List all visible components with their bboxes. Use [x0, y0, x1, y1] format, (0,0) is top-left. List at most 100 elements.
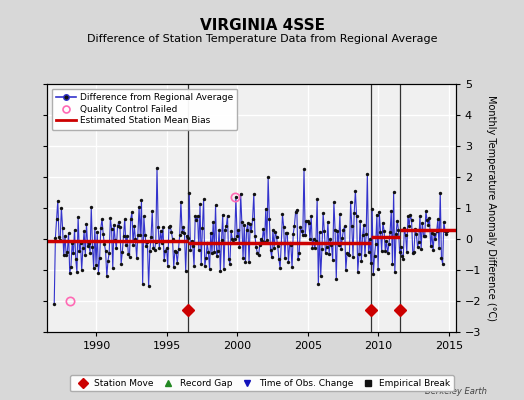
Point — [379, 220, 387, 226]
Point — [411, 226, 419, 232]
Text: VIRGINIA 4SSE: VIRGINIA 4SSE — [200, 18, 324, 33]
Point — [236, 190, 245, 197]
Point — [321, 250, 330, 256]
Point — [146, 248, 154, 254]
Point — [51, 235, 60, 241]
Point — [257, 236, 265, 242]
Point — [320, 228, 329, 234]
Point — [295, 250, 303, 256]
Point — [81, 252, 90, 258]
Point — [248, 216, 257, 222]
Point — [372, 240, 380, 247]
Point — [111, 237, 119, 243]
Point — [423, 217, 431, 224]
Point — [100, 241, 108, 248]
Y-axis label: Monthly Temperature Anomaly Difference (°C): Monthly Temperature Anomaly Difference (… — [486, 95, 496, 321]
Point — [134, 232, 142, 238]
Point — [324, 218, 332, 225]
Point — [328, 242, 336, 248]
Point — [393, 217, 401, 224]
Point — [334, 242, 343, 248]
Point — [350, 210, 358, 216]
Point — [286, 240, 294, 246]
Point — [258, 238, 266, 244]
Point — [347, 222, 356, 229]
Point — [349, 254, 357, 260]
Point — [435, 245, 443, 252]
Point — [271, 228, 279, 235]
Point — [50, 301, 58, 307]
Point — [238, 219, 246, 226]
Point — [136, 232, 145, 238]
Point — [268, 254, 276, 261]
Point — [55, 234, 63, 240]
Point — [343, 250, 351, 256]
Point — [79, 245, 87, 252]
Point — [119, 233, 128, 239]
Point — [231, 236, 239, 242]
Point — [355, 251, 363, 258]
Point — [290, 222, 299, 229]
Point — [358, 232, 367, 238]
Point — [233, 232, 241, 239]
Point — [299, 231, 307, 238]
Point — [196, 201, 204, 208]
Point — [64, 230, 73, 236]
Point — [285, 259, 293, 265]
Point — [377, 248, 386, 254]
Point — [259, 226, 268, 232]
Point — [113, 223, 122, 230]
Point — [77, 240, 85, 247]
Point — [198, 225, 206, 231]
Point — [200, 196, 208, 203]
Point — [389, 189, 398, 195]
Point — [147, 234, 155, 241]
Point — [385, 241, 393, 248]
Point — [160, 257, 168, 264]
Point — [309, 236, 318, 242]
Point — [88, 244, 96, 250]
Point — [63, 248, 72, 255]
Point — [302, 218, 311, 224]
Point — [246, 221, 255, 227]
Point — [404, 213, 412, 220]
Point — [245, 259, 253, 266]
Point — [98, 216, 106, 222]
Point — [179, 224, 188, 230]
Point — [263, 237, 271, 243]
Point — [183, 232, 191, 239]
Point — [439, 261, 447, 267]
Point — [151, 238, 160, 245]
Point — [87, 204, 95, 210]
Point — [315, 229, 324, 235]
Point — [256, 241, 264, 248]
Point — [243, 226, 251, 233]
Point — [83, 242, 92, 249]
Point — [133, 255, 141, 262]
Point — [210, 248, 219, 255]
Point — [161, 248, 170, 254]
Point — [82, 221, 91, 227]
Point — [441, 228, 449, 234]
Point — [178, 229, 187, 235]
Point — [148, 208, 156, 215]
Point — [145, 283, 153, 290]
Point — [110, 222, 118, 228]
Point — [86, 250, 94, 256]
Point — [75, 248, 83, 254]
Point — [94, 269, 103, 276]
Point — [333, 228, 342, 234]
Point — [304, 220, 313, 226]
Point — [266, 247, 275, 253]
Point — [221, 226, 230, 233]
Point — [388, 261, 397, 267]
Point — [351, 187, 359, 194]
Point — [345, 252, 354, 258]
Point — [162, 245, 171, 252]
Point — [398, 253, 406, 259]
Point — [326, 236, 334, 242]
Point — [91, 224, 99, 231]
Point — [261, 206, 270, 212]
Point — [306, 236, 314, 242]
Point — [205, 266, 214, 272]
